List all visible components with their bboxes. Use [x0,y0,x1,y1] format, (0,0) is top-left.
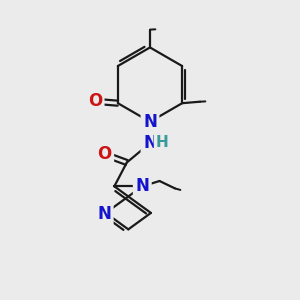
Text: N: N [97,206,111,224]
Text: O: O [88,92,102,110]
Text: N: N [143,134,157,152]
Text: O: O [98,146,112,164]
Text: H: H [156,135,169,150]
Text: N: N [143,113,157,131]
Text: N: N [135,177,149,195]
